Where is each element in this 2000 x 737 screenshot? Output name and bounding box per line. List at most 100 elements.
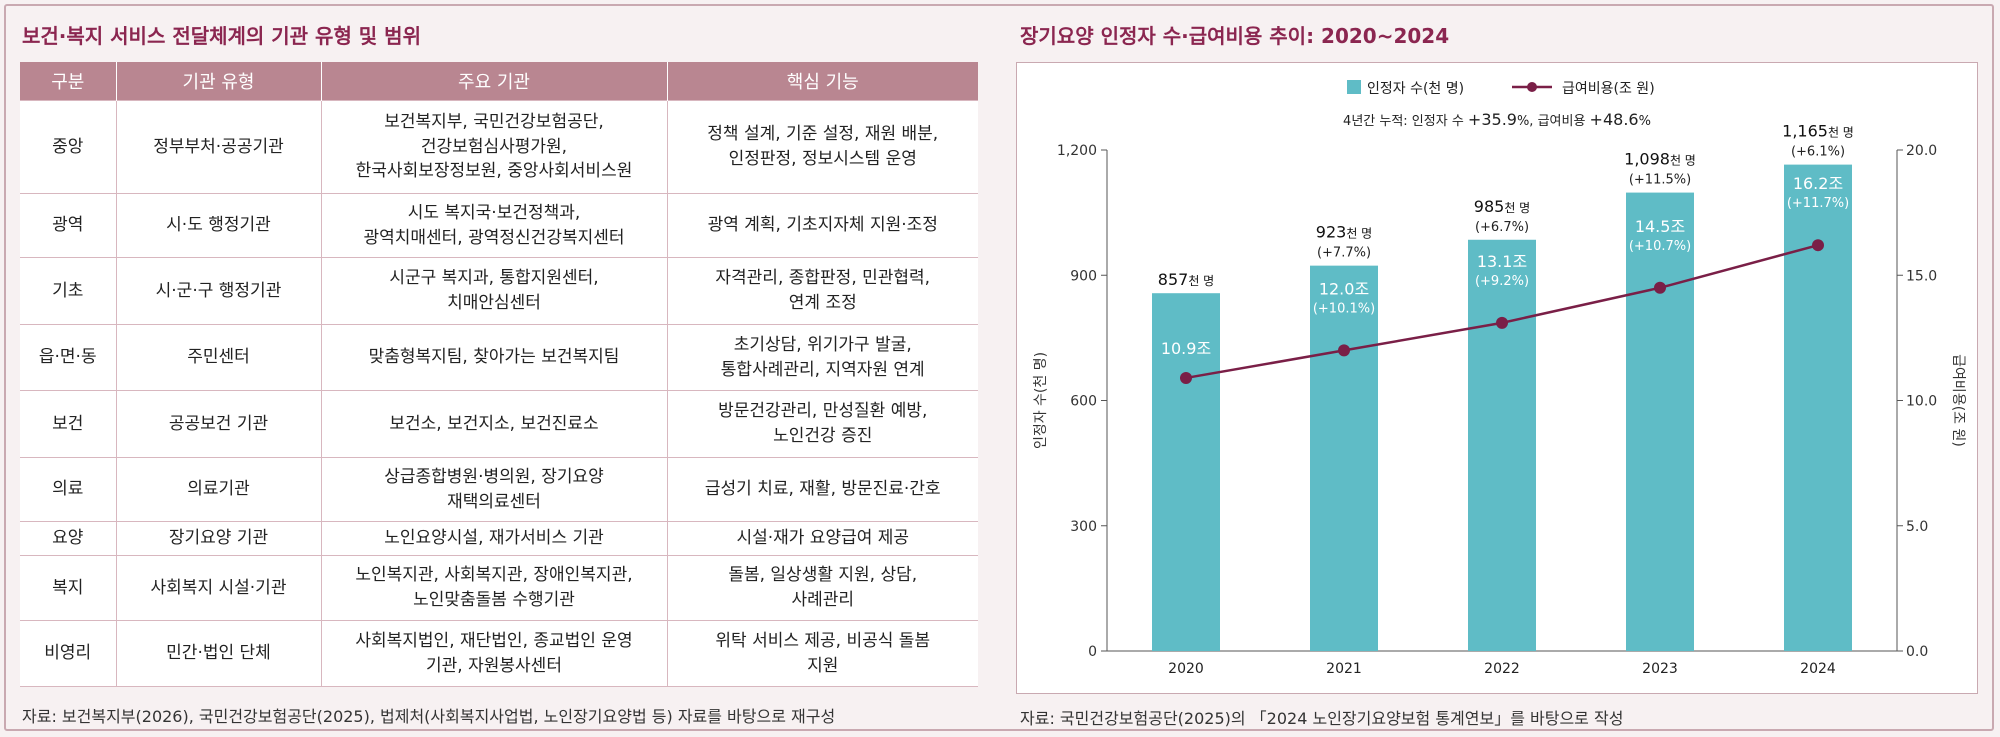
page-frame (4, 4, 1994, 731)
cumulative-annotation: 4년간 누적: 인정자 수 +35.9%, 급여비용 +48.6% (1343, 110, 1651, 129)
table-row: 보건 공공보건 기관 보건소, 보건지소, 보건진료소 방문건강관리, 만성질환 예방… (20, 390, 978, 458)
cell-main: 시도 복지국·보건정책과, 광역치매센터, 광역정신건강복지센터 (321, 193, 668, 258)
table-row: 기초 시·군·구 행정기관 시군구 복지과, 통합지원센터, 치매안심센터 자격관리, … (20, 257, 978, 325)
bar-value-label: 923천 명 (1316, 223, 1372, 242)
bar-value-label: 985천 명 (1474, 197, 1530, 216)
legend-bar-label: 인정자 수(천 명) (1367, 81, 1464, 97)
cell-level: 보건 (20, 390, 117, 458)
cell-main-line: 보건소, 보건지소, 보건진료소 (389, 413, 599, 434)
y-tick-label-left: 0 (1088, 644, 1097, 660)
cell-type: 시·도 행정기관 (116, 193, 322, 258)
cell-func: 정책 설계, 기준 설정, 재원 배분, 인정판정, 정보시스템 운영 (667, 100, 978, 194)
table-row: 광역 시·도 행정기관 시도 복지국·보건정책과, 광역치매센터, 광역정신건강복지센… (20, 193, 978, 258)
cell-level: 요양 (20, 521, 117, 556)
cell-main-line: 광역치매센터, 광역정신건강복지센터 (363, 227, 625, 248)
cell-main-line: 치매안심센터 (447, 293, 541, 313)
cell-main: 노인복지관, 사회복지관, 장애인복지관, 노인맞춤돌봄 수행기관 (321, 555, 668, 621)
cell-main-line: 시군구 복지과, 통합지원센터, (389, 268, 599, 289)
bar-growth-label: (+6.7%) (1475, 220, 1529, 235)
legend-line-marker (1527, 82, 1537, 92)
cost-growth-label: (+10.1%) (1313, 301, 1375, 316)
cell-type: 정부부처·공공기관 (116, 100, 322, 194)
cost-point-2021 (1338, 344, 1350, 357)
cell-main: 보건소, 보건지소, 보건진료소 (321, 390, 668, 458)
cost-value-label: 12.0조 (1319, 279, 1369, 298)
cell-func-line: 노인건강 증진 (773, 426, 873, 446)
cell-main-line: 맞춤형복지팀, 찾아가는 보건복지팀 (368, 347, 620, 368)
cell-func: 방문건강관리, 만성질환 예방, 노인건강 증진 (667, 390, 978, 458)
cell-main-line: 기관, 자원봉사센터 (426, 655, 562, 676)
header-level: 구분 (20, 62, 117, 101)
bar-2021 (1310, 265, 1378, 651)
table-row: 의료 의료기관 상급종합병원·병의원, 장기요양 재택의료센터 급성기 치료, 재활, … (20, 457, 978, 522)
y-axis-title-left: 인정자 수(천 명) (1033, 352, 1049, 449)
table-row: 비영리 민간·법인 단체 사회복지법인, 재단법인, 종교법인 운영 기관, 자원봉사… (20, 620, 978, 687)
cell-level: 중앙 (20, 100, 117, 194)
cell-type: 의료기관 (116, 457, 322, 522)
annotation-part: %, 급여비용 (1517, 114, 1590, 129)
x-tick-label: 2024 (1800, 661, 1836, 677)
cell-func-line: 방문건강관리, 만성질환 예방, (718, 401, 928, 422)
bar-value-label: 857천 명 (1158, 270, 1214, 289)
cell-func-line: 시설·재가 요양급여 제공 (736, 528, 910, 549)
x-tick-label: 2021 (1326, 661, 1362, 677)
cell-func-line: 정책 설계, 기준 설정, 재원 배분, (707, 124, 939, 145)
cell-func-line: 광역 계획, 기초지자체 지원·조정 (707, 215, 938, 236)
cell-func-line: 인정판정, 정보시스템 운영 (728, 149, 917, 169)
cell-main: 보건복지부, 국민건강보험공단, 건강보험심사평가원, 한국사회보장정보원, 중앙사… (321, 100, 668, 194)
cell-level: 읍·면·동 (20, 324, 117, 391)
cell-func: 광역 계획, 기초지자체 지원·조정 (667, 193, 978, 258)
cell-main: 맞춤형복지팀, 찾아가는 보건복지팀 (321, 324, 668, 391)
bar-value-unit: 천 명 (1188, 273, 1214, 288)
y-tick-label-right: 20.0 (1906, 143, 1937, 159)
cost-value-label: 13.1조 (1477, 252, 1527, 271)
cell-func: 돌봄, 일상생활 지원, 상담, 사례관리 (667, 555, 978, 621)
bar-2020 (1152, 293, 1220, 651)
cell-main-line: 재택의료센터 (447, 491, 541, 512)
y-tick-label-left: 300 (1070, 519, 1097, 535)
table-section-title: 보건·복지 서비스 전달체계의 기관 유형 및 범위 (22, 24, 421, 48)
cell-type: 주민센터 (116, 324, 322, 391)
bar-value-unit: 천 명 (1828, 125, 1854, 140)
header-type: 기관 유형 (116, 62, 322, 101)
bar-value-unit: 천 명 (1670, 153, 1696, 168)
cost-point-2023 (1654, 281, 1666, 294)
bar-value-label: 1,165천 명 (1782, 122, 1854, 141)
cell-main-line: 한국사회보장정보원, 중앙사회서비스원 (355, 161, 633, 182)
chart-source-note: 자료: 국민건강보험공단(2025)의 「2024 노인장기요양보험 통계연보」… (1020, 709, 1624, 728)
chart-section-title: 장기요양 인정자 수·급여비용 추이: 2020~2024 (1020, 24, 1450, 48)
cell-func-line: 지원 (807, 655, 839, 676)
bar-value-number: 923 (1316, 223, 1347, 242)
cell-main-line: 상급종합병원·병의원, 장기요양 (384, 466, 604, 487)
cell-main: 사회복지법인, 재단법인, 종교법인 운영 기관, 자원봉사센터 (321, 620, 668, 687)
table-row: 중앙 정부부처·공공기관 보건복지부, 국민건강보험공단, 건강보험심사평가원, 한국사… (20, 100, 978, 194)
y-tick-label-right: 0.0 (1906, 644, 1928, 660)
table-header-row: 구분 기관 유형 주요 기관 핵심 기능 (20, 62, 978, 101)
cell-level: 광역 (20, 193, 117, 258)
cost-growth-label: (+10.7%) (1629, 239, 1691, 254)
header-main: 주요 기관 (321, 62, 668, 101)
cost-value-label: 10.9조 (1161, 339, 1211, 358)
annotation-part: 4년간 누적: 인정자 수 (1343, 114, 1468, 129)
cell-type: 시·군·구 행정기관 (116, 257, 322, 325)
bar-2022 (1468, 239, 1536, 651)
cell-level: 의료 (20, 457, 117, 522)
cell-func-line: 연계 조정 (788, 293, 857, 313)
cell-func-line: 초기상담, 위기가구 발굴, (733, 334, 912, 355)
cost-point-2020 (1180, 371, 1192, 384)
bar-value-number: 1,165 (1782, 122, 1828, 141)
cell-type: 공공보건 기관 (116, 390, 322, 458)
y-tick-label-right: 5.0 (1906, 519, 1928, 535)
cell-level: 기초 (20, 257, 117, 325)
x-tick-label: 2023 (1642, 661, 1678, 677)
cell-main-line: 노인맞춤돌봄 수행기관 (413, 590, 575, 610)
cost-point-2024 (1812, 239, 1824, 252)
cell-main: 시군구 복지과, 통합지원센터, 치매안심센터 (321, 257, 668, 325)
cell-main-line: 노인요양시설, 재가서비스 기관 (384, 528, 604, 549)
bar-value-label: 1,098천 명 (1624, 150, 1696, 169)
cell-func-line: 위탁 서비스 제공, 비공식 돌봄 (715, 630, 931, 651)
cell-func: 초기상담, 위기가구 발굴, 통합사례관리, 지역자원 연계 (667, 324, 978, 391)
cell-level: 복지 (20, 555, 117, 621)
